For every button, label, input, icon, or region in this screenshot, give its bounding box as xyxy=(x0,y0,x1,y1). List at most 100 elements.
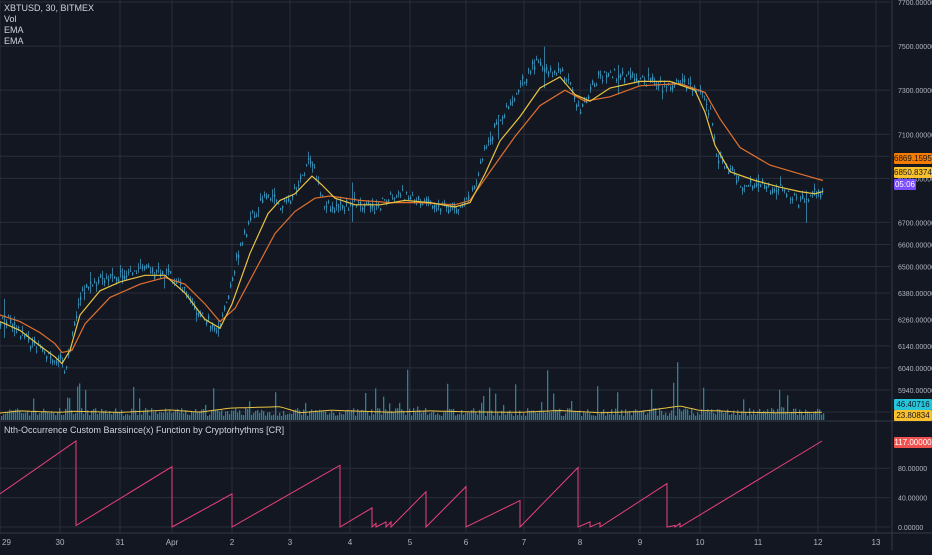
candle-body xyxy=(608,73,610,77)
ema-slow-line xyxy=(0,82,824,354)
volume-bar xyxy=(805,409,807,420)
candle-body xyxy=(178,280,180,282)
candle-body xyxy=(316,178,318,180)
volume-bar xyxy=(807,411,809,420)
volume-bar xyxy=(357,409,359,420)
volume-bar xyxy=(277,415,279,420)
volume-bar xyxy=(297,408,299,420)
candle-body xyxy=(476,182,478,184)
candle-body xyxy=(528,69,530,71)
candle-body xyxy=(92,284,94,286)
volume-bar xyxy=(325,411,327,420)
candle-body xyxy=(616,79,618,81)
volume-bar xyxy=(519,410,521,420)
candle-body xyxy=(614,69,616,71)
volume-bar xyxy=(69,398,71,420)
volume-bar xyxy=(597,386,599,420)
indicator-tick-label: 0.00000 xyxy=(898,525,923,532)
volume-bar xyxy=(435,414,437,420)
volume-bar xyxy=(273,414,275,420)
volume-bar xyxy=(263,411,265,420)
volume-bar xyxy=(445,410,447,420)
volume-bar xyxy=(367,411,369,420)
volume-bar xyxy=(17,408,19,420)
volume-bar xyxy=(249,401,251,420)
volume-bar xyxy=(311,409,313,420)
candle-body xyxy=(486,146,488,148)
volume-bar xyxy=(593,415,595,420)
volume-bar xyxy=(337,415,339,420)
volume-bar xyxy=(469,412,471,420)
volume-bar xyxy=(509,410,511,420)
volume-bar xyxy=(67,397,69,420)
candle-body xyxy=(632,73,634,75)
candle-body xyxy=(806,198,808,200)
candle-body xyxy=(48,353,50,355)
candle-body xyxy=(390,192,392,194)
candle-body xyxy=(324,206,326,208)
candle-body xyxy=(222,314,224,316)
candle-body xyxy=(212,323,214,327)
candle-body xyxy=(544,68,546,73)
volume-bar xyxy=(673,382,675,420)
candle-body xyxy=(594,84,596,88)
candle-body xyxy=(738,175,740,179)
candle-body xyxy=(668,82,670,84)
volume-bar xyxy=(289,413,291,420)
candle-body xyxy=(696,90,698,92)
candle-body xyxy=(634,78,636,81)
candle-body xyxy=(822,189,824,193)
time-tick-label: 5 xyxy=(408,538,413,547)
candle-body xyxy=(500,119,502,121)
volume-bar xyxy=(409,408,411,420)
volume-bar xyxy=(237,412,239,420)
volume-bar xyxy=(257,410,259,420)
volume-bar xyxy=(643,410,645,420)
price-tick-label: 6380.00000 xyxy=(898,291,932,298)
volume-bar xyxy=(187,414,189,420)
volume-bar xyxy=(371,409,373,420)
barssince-line xyxy=(0,440,823,529)
volume-bar xyxy=(317,412,319,420)
price-tick-label: 6140.00000 xyxy=(898,344,932,351)
volume-bar xyxy=(219,411,221,420)
volume-bar xyxy=(613,414,615,420)
candle-body xyxy=(818,190,820,194)
volume-bar xyxy=(723,413,725,420)
candle-body xyxy=(106,277,108,279)
volume-bar xyxy=(535,412,537,420)
candle-body xyxy=(722,158,724,163)
volume-bar xyxy=(737,409,739,420)
candle-body xyxy=(268,194,270,196)
candle-body xyxy=(128,272,130,274)
candle-body xyxy=(716,155,718,157)
volume-bar xyxy=(37,414,39,420)
candle-body xyxy=(314,167,316,169)
candle-body xyxy=(692,90,694,92)
candle-body xyxy=(430,201,432,203)
candle-body xyxy=(54,360,56,362)
time-tick-label: 10 xyxy=(696,538,705,547)
candle-body xyxy=(764,185,766,189)
candle-body xyxy=(86,284,88,288)
candle-body xyxy=(436,208,438,210)
candle-body xyxy=(242,242,244,244)
candle-body xyxy=(556,73,558,75)
volume-bar xyxy=(483,396,485,420)
candle-body xyxy=(656,87,658,89)
candle-body xyxy=(652,76,654,80)
candle-body xyxy=(658,84,660,88)
volume-bar xyxy=(141,414,143,420)
volume-bar xyxy=(155,411,157,420)
price-label-orange: 6869.15950 xyxy=(894,153,932,164)
volume-bar xyxy=(113,412,115,420)
volume-bar xyxy=(481,402,483,420)
volume-bar xyxy=(719,409,721,420)
candle-body xyxy=(108,279,110,281)
candle-body xyxy=(688,83,690,85)
volume-bar xyxy=(641,411,643,420)
volume-bar xyxy=(663,414,665,420)
volume-bar xyxy=(709,411,711,420)
